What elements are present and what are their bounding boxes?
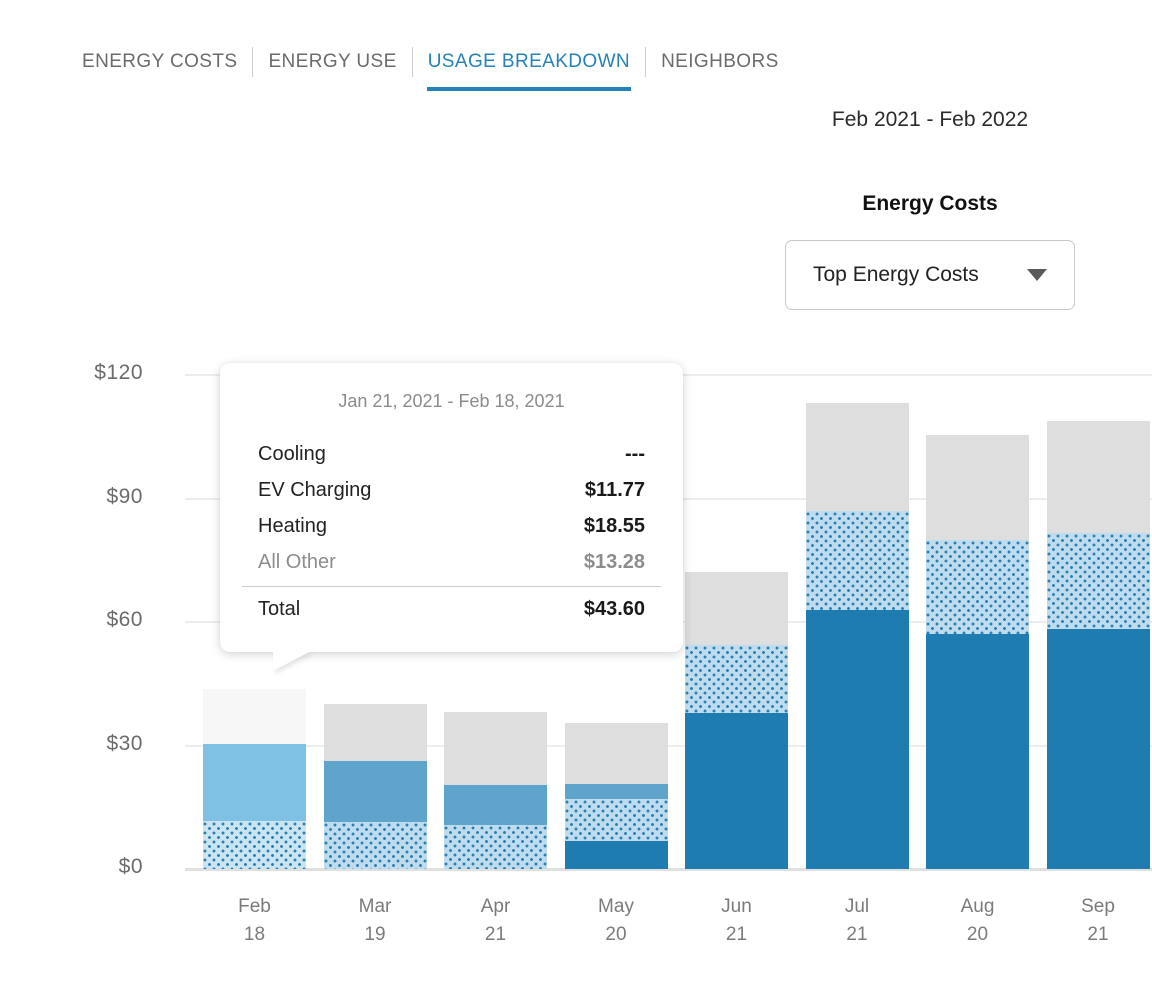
energy-costs-dropdown[interactable]: Top Energy Costs <box>785 240 1075 310</box>
x-axis-label-month: Aug <box>960 896 995 917</box>
tooltip-row-cooling: Cooling --- <box>220 436 683 472</box>
x-axis-label-sep-21: Sep 21 <box>1038 893 1152 949</box>
segment-cooling <box>926 634 1029 869</box>
panel-title: Energy Costs <box>862 192 998 215</box>
segment-ev <box>926 540 1029 635</box>
x-axis-label-aug-20: Aug 20 <box>918 893 1038 949</box>
x-axis-label-day: 21 <box>846 924 868 945</box>
tooltip-row-label: All Other <box>258 550 336 573</box>
y-axis-tick: $60 <box>106 608 143 631</box>
tooltip-date-range: Jan 21, 2021 - Feb 18, 2021 <box>338 391 565 411</box>
bar-sep-21[interactable] <box>1046 421 1150 869</box>
tooltip-row-value: --- <box>625 442 645 465</box>
tooltip-row-all-other: All Other $13.28 <box>220 544 683 580</box>
tab-neighbors[interactable]: NEIGHBORS <box>661 51 779 72</box>
segment-other <box>564 723 668 785</box>
segment-cooling <box>1046 629 1150 869</box>
tab-energy-use[interactable]: ENERGY USE <box>268 51 397 72</box>
x-axis-line <box>185 868 1152 871</box>
segment-heating <box>564 784 668 800</box>
x-axis-label-jul-21: Jul 21 <box>797 893 917 949</box>
y-axis-tick: $90 <box>106 484 143 508</box>
segment-heating <box>203 744 306 821</box>
x-axis-label-feb-18: Feb 18 <box>195 893 315 949</box>
segment-ev <box>1046 532 1150 629</box>
tooltip-total-value: $43.60 <box>583 597 645 620</box>
x-axis-label-apr-21: Apr 21 <box>436 893 556 949</box>
bar-may-20[interactable] <box>564 723 668 869</box>
segment-heating <box>323 761 427 822</box>
tooltip-row-value: $13.28 <box>583 550 645 573</box>
tooltip-rows: Cooling --- EV Charging $11.77 Heating $18.55… <box>220 436 683 580</box>
x-axis-label-mar-19: Mar 19 <box>315 893 435 949</box>
segment-other <box>323 704 427 762</box>
segment-ev <box>444 825 547 869</box>
x-axis-label-day: 20 <box>966 924 989 945</box>
tab-bar: ENERGY COSTS ENERGY USE USAGE BREAKDOWN NEI… <box>82 46 794 91</box>
tab-divider <box>411 47 413 77</box>
segment-ev <box>564 799 668 841</box>
x-axis-label-month: Jul <box>844 896 870 917</box>
tab-divider <box>252 47 254 77</box>
x-axis-label-may-20: May 20 <box>556 893 676 949</box>
x-axis-label-day: 21 <box>484 924 507 945</box>
tooltip-row-heating: Heating $18.55 <box>220 508 683 544</box>
x-axis-label-day: 21 <box>1087 924 1109 945</box>
tooltip-divider <box>242 586 661 587</box>
tooltip-row-value: $11.77 <box>584 478 645 501</box>
y-axis-tick: $30 <box>106 731 143 755</box>
x-axis-label-month: Jun <box>721 896 752 917</box>
gridline <box>185 744 1152 747</box>
x-axis-label-month: Feb <box>238 896 271 917</box>
segment-other <box>444 711 547 786</box>
tooltip-row-label: EV Charging <box>258 478 372 501</box>
x-axis-label-jun-21: Jun 21 <box>677 893 797 949</box>
bar-jul-21[interactable] <box>805 403 909 869</box>
chart-tooltip: Jan 21, 2021 - Feb 18, 2021 Cooling --- EV… <box>220 363 683 671</box>
x-axis-label-day: 20 <box>605 924 627 945</box>
y-axis-tick: $0 <box>118 855 143 878</box>
segment-cooling <box>564 840 668 869</box>
tooltip-row-value: $18.55 <box>583 514 645 537</box>
tab-usage-breakdown[interactable]: USAGE BREAKDOWN <box>426 51 632 91</box>
tooltip-total-row: Total $43.60 <box>220 587 683 631</box>
tab-energy-costs[interactable]: ENERGY COSTS <box>82 51 238 72</box>
segment-ev <box>685 645 788 713</box>
x-axis-label-month: Mar <box>358 896 392 917</box>
bar-mar-19[interactable] <box>323 704 427 869</box>
x-axis-label-day: 18 <box>243 924 266 945</box>
segment-cooling <box>805 610 909 869</box>
segment-ev <box>203 820 306 869</box>
tooltip-row-label: Heating <box>258 514 327 537</box>
x-axis-label-month: Apr <box>480 896 511 917</box>
bar-feb-18[interactable] <box>203 689 306 869</box>
x-axis-label-day: 21 <box>725 924 748 945</box>
tooltip-total-label: Total <box>258 597 301 620</box>
x-axis-label-month: May <box>598 896 634 917</box>
tooltip-row-label: Cooling <box>258 442 326 465</box>
tab-divider <box>645 47 647 77</box>
segment-other <box>926 434 1029 541</box>
segment-other <box>805 403 909 512</box>
x-axis-label-month: Sep <box>1081 896 1115 917</box>
segment-other <box>203 689 306 745</box>
segment-other <box>685 571 788 646</box>
date-range-label: Feb 2021 - Feb 2022 <box>831 108 1029 131</box>
chart-plot <box>185 374 1152 871</box>
caret-down-icon <box>1027 269 1047 281</box>
tooltip-pointer <box>273 651 311 671</box>
tooltip-row-ev-charging: EV Charging $11.77 <box>220 472 683 508</box>
y-axis-tick: $120 <box>94 361 143 384</box>
dropdown-selected-value: Top Energy Costs <box>813 263 979 286</box>
segment-ev <box>805 511 909 611</box>
segment-other <box>1046 421 1150 533</box>
segment-ev <box>323 821 427 869</box>
segment-heating <box>444 785 547 825</box>
bar-apr-21[interactable] <box>444 711 547 869</box>
bar-aug-20[interactable] <box>926 434 1029 869</box>
segment-cooling <box>685 713 788 869</box>
bar-jun-21[interactable] <box>685 571 788 869</box>
x-axis-label-day: 19 <box>364 924 386 945</box>
